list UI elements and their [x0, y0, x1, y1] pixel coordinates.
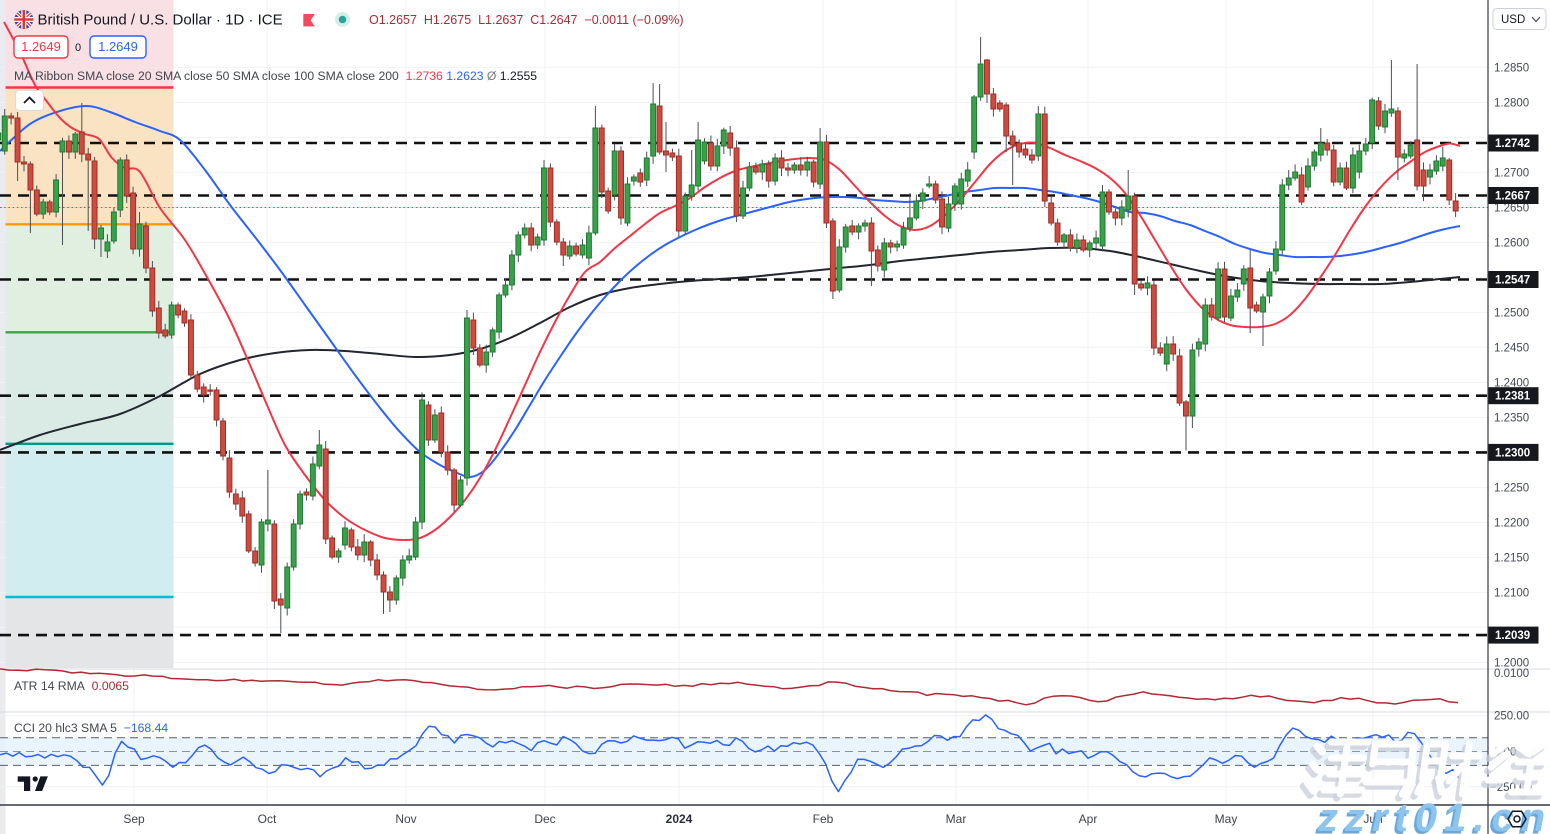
svg-text:1.2650: 1.2650 [1494, 202, 1529, 214]
svg-text:1.2000: 1.2000 [1494, 657, 1529, 669]
svg-text:2024: 2024 [666, 812, 693, 826]
svg-text:O1.2657 H1.2675 L1.2637 C1.: O1.2657 H1.2675 L1.2637 C1.2647 −0.0011 … [369, 13, 684, 27]
svg-text:1.2300: 1.2300 [1495, 447, 1530, 459]
svg-text:1.2250: 1.2250 [1494, 482, 1529, 494]
svg-text:British Pound / U.S. Dollar ·: British Pound / U.S. Dollar · 1D · ICE [38, 12, 283, 29]
svg-text:ATR 14 RMA 0.0065: ATR 14 RMA 0.0065 [14, 679, 129, 693]
svg-text:1.2649: 1.2649 [21, 39, 61, 54]
svg-text:Feb: Feb [813, 812, 834, 826]
svg-text:MA Ribbon SMA close 20 SMA clo: MA Ribbon SMA close 20 SMA close 50 SMA … [14, 69, 537, 83]
svg-text:1.2200: 1.2200 [1494, 517, 1529, 529]
svg-text:Oct: Oct [258, 812, 277, 826]
svg-text:Apr: Apr [1079, 812, 1098, 826]
svg-text:1.2400: 1.2400 [1494, 377, 1529, 389]
svg-text:1.2547: 1.2547 [1495, 275, 1530, 287]
svg-text:1.2100: 1.2100 [1494, 587, 1529, 599]
svg-text:1.2667: 1.2667 [1495, 191, 1530, 203]
svg-text:1.2039: 1.2039 [1495, 630, 1530, 642]
svg-text:1.2600: 1.2600 [1494, 237, 1529, 249]
svg-text:Dec: Dec [534, 812, 555, 826]
svg-text:1.2742: 1.2742 [1495, 138, 1530, 150]
svg-text:Sep: Sep [123, 812, 145, 826]
svg-text:Nov: Nov [395, 812, 416, 826]
svg-text:0.0100: 0.0100 [1494, 668, 1529, 680]
svg-text:1.2800: 1.2800 [1494, 97, 1529, 109]
svg-text:Jun: Jun [1363, 812, 1382, 826]
svg-text:1.2649: 1.2649 [98, 39, 138, 54]
svg-text:0: 0 [75, 42, 81, 54]
svg-text:1.2850: 1.2850 [1494, 62, 1529, 74]
svg-text:zzrt01.cn: zzrt01.cn [1317, 796, 1550, 834]
svg-text:250.00: 250.00 [1494, 711, 1529, 723]
svg-text:May: May [1215, 812, 1238, 826]
svg-text:USD: USD [1501, 14, 1525, 26]
svg-text:CCI 20 hlc3 SMA 5 −168.44: CCI 20 hlc3 SMA 5 −168.44 [14, 721, 168, 735]
svg-text:1.2350: 1.2350 [1494, 412, 1529, 424]
svg-text:Mar: Mar [946, 812, 967, 826]
svg-text:1.2700: 1.2700 [1494, 167, 1529, 179]
svg-text:1.2500: 1.2500 [1494, 307, 1529, 319]
svg-text:zzrt01.cn: zzrt01.cn [1315, 799, 1550, 834]
svg-text:1.2381: 1.2381 [1495, 391, 1531, 403]
svg-text:1.2150: 1.2150 [1494, 552, 1529, 564]
svg-text:1.2450: 1.2450 [1494, 342, 1529, 354]
